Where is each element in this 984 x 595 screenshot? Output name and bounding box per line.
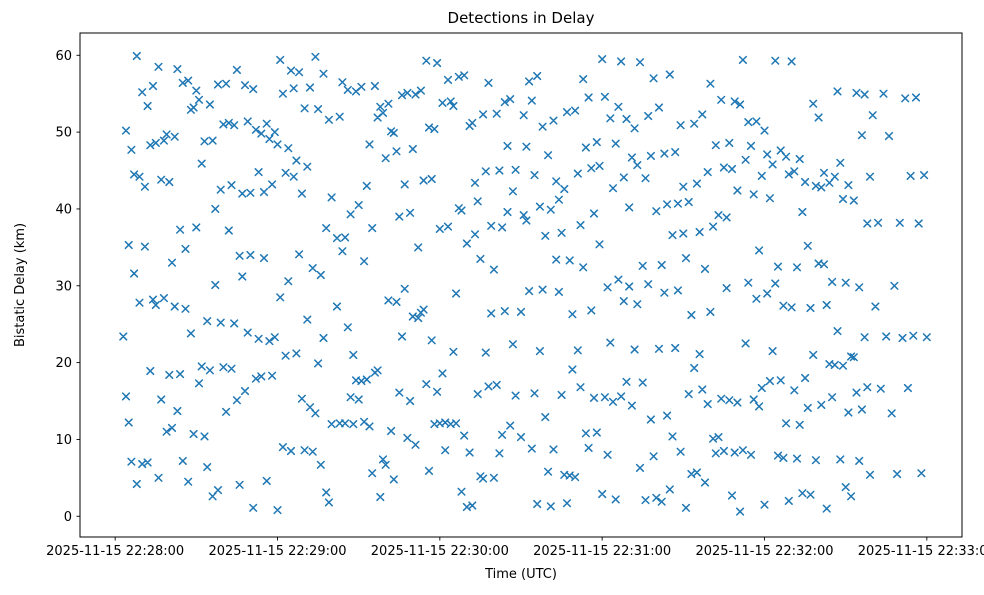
axes-frame — [79, 32, 963, 538]
y-tick-label: 30 — [55, 279, 72, 294]
y-tick-label: 40 — [55, 202, 72, 217]
x-tick-label: 2025-11-15 22:33:00 — [858, 544, 984, 559]
plot-area: 2025-11-15 22:28:00 2025-11-15 22:29:00 20… — [46, 32, 984, 559]
scatter-points — [119, 51, 931, 516]
y-tick-label: 60 — [55, 49, 72, 64]
y-tick-label: 20 — [55, 356, 72, 371]
y-axis-label: Bistatic Delay (km) — [13, 223, 28, 347]
y-tick-label: 50 — [55, 126, 72, 141]
chart-title: Detections in Delay — [448, 9, 595, 27]
x-tick-label: 2025-11-15 22:29:00 — [208, 544, 346, 559]
x-tick-label: 2025-11-15 22:30:00 — [371, 544, 509, 559]
y-tick-label: 10 — [55, 433, 72, 448]
x-tick-label: 2025-11-15 22:28:00 — [46, 544, 184, 559]
y-tick-label: 0 — [64, 510, 72, 525]
x-axis-label: Time (UTC) — [484, 567, 557, 582]
x-tick-label: 2025-11-15 22:32:00 — [695, 544, 833, 559]
x-tick-label: 2025-11-15 22:31:00 — [533, 544, 671, 559]
